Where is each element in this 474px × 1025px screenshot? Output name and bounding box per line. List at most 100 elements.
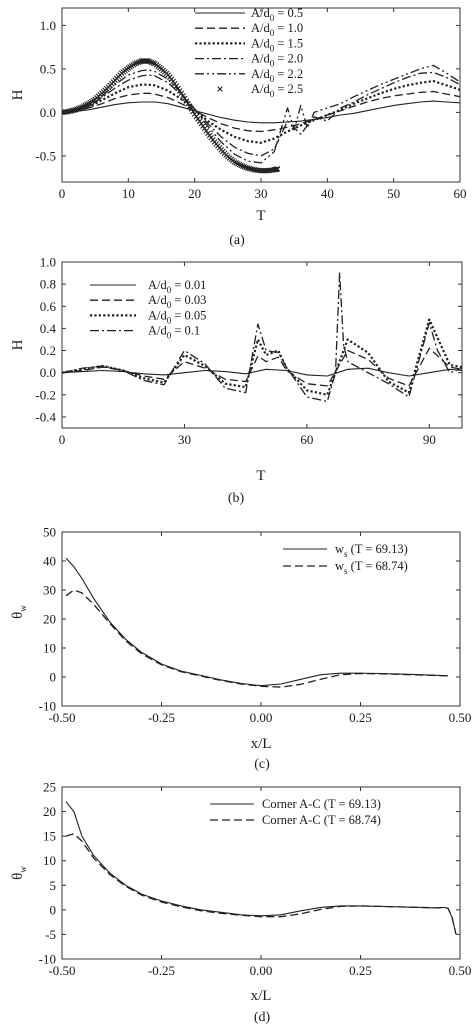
legend-label: Corner A-C (T = 69.13) (262, 797, 381, 811)
data-point-cross (248, 166, 254, 172)
data-point-cross (239, 163, 246, 169)
y-tick-label: -0.4 (35, 409, 56, 424)
y-tick-label: 10 (43, 641, 56, 656)
x-tick-label: 40 (321, 186, 334, 201)
legend-label-main: A/d (251, 67, 271, 81)
legend-label-main: w (335, 559, 344, 573)
data-point-cross (147, 58, 153, 65)
data-point-cross (203, 128, 210, 134)
series-ws-t-69-13-line (65, 557, 449, 687)
legend-label: A/d0 = 2.5 (251, 82, 303, 99)
legend-label-sub: 0 (270, 13, 275, 23)
legend-label-main: A/d (148, 308, 168, 322)
y-tick-label: 0 (50, 902, 57, 917)
data-point-cross (186, 103, 193, 110)
x-axis-label: T (256, 468, 265, 484)
data-point-cross (254, 167, 261, 174)
data-point-cross (123, 66, 130, 73)
legend-label-tail: = 0.03 (171, 293, 206, 307)
legend-label-sub: 0 (270, 74, 275, 84)
legend-entry: Corner A-C (T = 68.74) (210, 813, 381, 827)
panel-label: (c) (254, 757, 270, 772)
data-point-cross (216, 145, 223, 151)
legend-label: A/d0 = 2.2 (251, 67, 303, 84)
data-point-cross (133, 60, 140, 66)
series-corner-a-c-t-68-74-line (65, 833, 457, 935)
y-tick-label: 0.0 (40, 105, 56, 120)
series-group (65, 557, 449, 688)
chart-panel-4: -0.50 -0.25 0.00 0.25 0.50 -10 -5 0 5 10 15 20 25 x/L… (10, 780, 471, 1005)
legend-label-tail: (T = 69.13) (348, 542, 408, 556)
x-tick-label: 0.50 (449, 710, 472, 725)
data-point-cross (70, 107, 77, 114)
y-tick-label: 20 (43, 612, 56, 627)
panel-label: (b) (228, 491, 245, 506)
series-a-d0-0-1-line (62, 272, 462, 403)
legend-entry: A/d0 = 0.5 (195, 6, 303, 23)
data-point-cross (72, 107, 79, 113)
legend-label-main: A/d (148, 293, 168, 307)
data-point-cross (241, 163, 248, 170)
legend-label-sub: 0 (167, 300, 172, 310)
legend-label-sub: 0 (270, 89, 275, 99)
legend-entry: ws (T = 68.74) (283, 559, 408, 576)
legend-label-main: A/d (251, 52, 271, 66)
y-tick-label: 40 (43, 554, 56, 569)
legend-entry: A/d0 = 0.03 (90, 293, 206, 310)
data-point-cross (230, 157, 236, 164)
series-a-d0-0-5-line (62, 100, 460, 124)
series-group (62, 58, 460, 174)
legend-label-sub: 0 (270, 28, 275, 38)
y-tick-label: -0.5 (35, 148, 56, 163)
x-tick-label: 0.00 (250, 710, 273, 725)
series-group (62, 272, 462, 403)
legend-label-tail: = 0.01 (171, 278, 206, 292)
legend-label-main: A/d (148, 278, 168, 292)
y-tick-label: 15 (43, 829, 56, 844)
x-tick-label: 0 (59, 186, 66, 201)
legend-label: A/d0 = 0.1 (148, 324, 200, 341)
data-point-cross (74, 106, 80, 112)
data-point-cross (170, 78, 176, 85)
legend-label-main: A/d (251, 21, 271, 35)
legend-label: A/d0 = 1.5 (251, 36, 303, 53)
y-tick-label: 0.4 (40, 321, 57, 336)
y-tick-label: 25 (43, 780, 56, 795)
x-tick-label: 0.25 (349, 963, 372, 978)
data-point-cross (268, 167, 274, 174)
legend-entry: A/d0 = 2.0 (195, 52, 303, 69)
series-a-d0-0-03-line (62, 347, 462, 387)
data-point-cross (69, 107, 75, 114)
legend-entry: A/d0 = 1.5 (195, 36, 303, 53)
x-tick-label: 30 (178, 432, 191, 447)
series-a-d0-2-5 (62, 58, 281, 174)
y-tick-label: 5 (50, 878, 57, 893)
legend-label-main: A/d (251, 82, 271, 96)
legend-label-sub: 0 (270, 59, 275, 69)
x-tick-label: 0.25 (349, 710, 372, 725)
data-point-cross (236, 161, 243, 168)
series-a-d0-0-01-line (62, 367, 462, 377)
legend-label: A/d0 = 0.5 (251, 6, 303, 23)
y-tick-label: 50 (43, 525, 56, 540)
y-axis-label: H (10, 89, 26, 100)
x-axis-label: x/L (251, 988, 272, 1004)
legend-label: A/d0 = 0.01 (148, 278, 206, 295)
data-point-cross (223, 152, 229, 158)
data-point-cross (163, 70, 170, 77)
data-point-cross (243, 164, 249, 171)
legend-entry: A/d0 = 2.2 (195, 67, 303, 84)
y-tick-label: 0.5 (40, 61, 56, 76)
legend-label-sub: 0 (167, 331, 172, 341)
data-point-cross (130, 61, 137, 68)
data-point-cross (273, 166, 280, 172)
series-a-d0-1-5-line (62, 79, 460, 144)
legend-label: Corner A-C (T = 68.74) (262, 813, 381, 827)
data-point-cross (238, 162, 244, 169)
legend-label-tail: = 0.05 (171, 308, 206, 322)
data-point-cross (234, 160, 241, 167)
legend-label-tail: = 1.0 (274, 21, 303, 35)
data-point-cross (157, 64, 163, 71)
data-point-cross (75, 105, 82, 112)
